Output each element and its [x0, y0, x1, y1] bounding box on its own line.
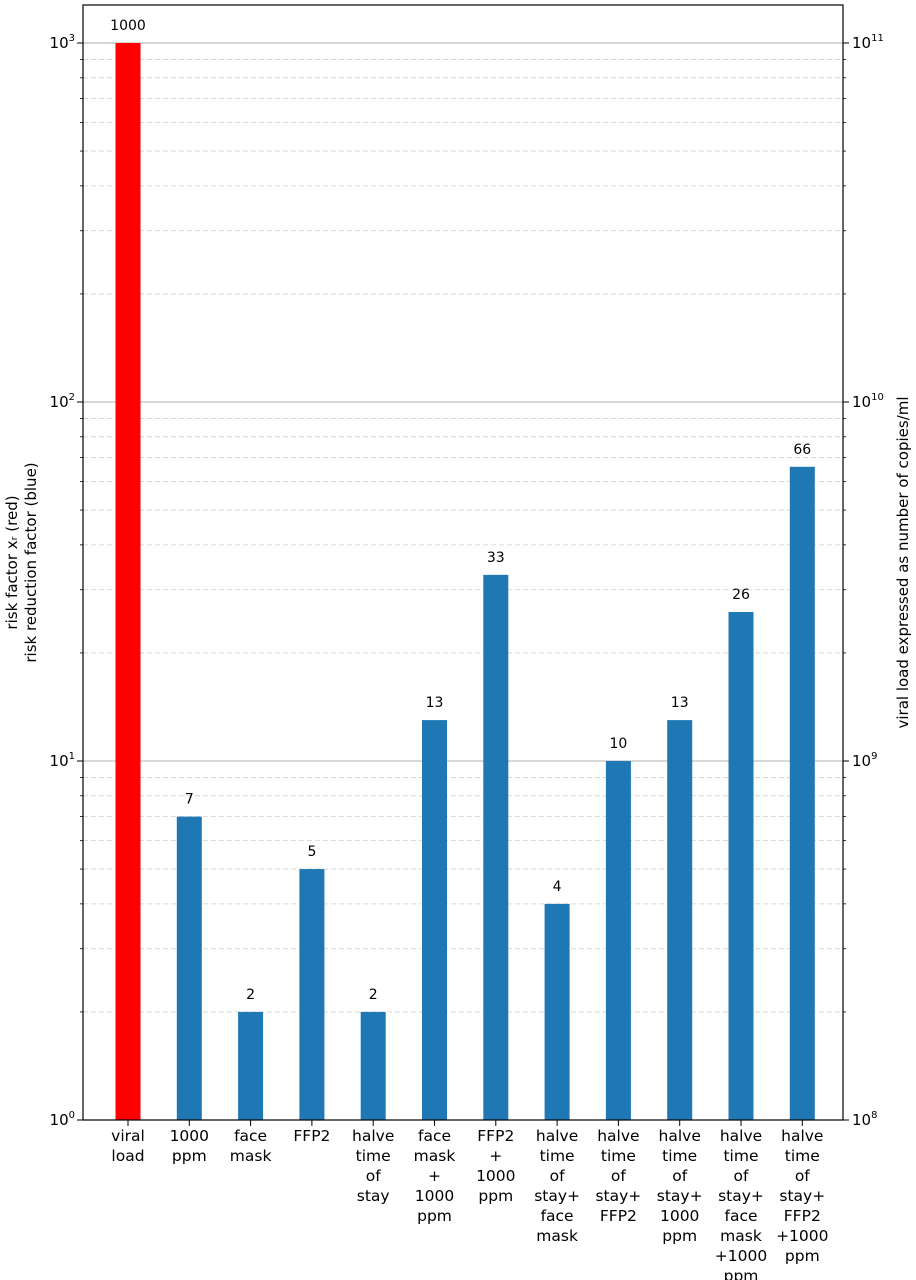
- y2-tick-label: 108: [852, 1110, 877, 1129]
- y-tick-label: 103: [50, 33, 75, 52]
- bar-value-label: 1000: [110, 18, 146, 34]
- y-axis-left-title: risk factor xᵣ (red)risk reduction facto…: [3, 462, 40, 662]
- y2-tick-label: 109: [852, 751, 877, 770]
- x-axis-categories: viral load 1000 ppm face mask FFP2 halve time of s…: [111, 1120, 829, 1280]
- x-tick-label: halve time of stay+ face mask: [534, 1127, 580, 1245]
- bar: [360, 1011, 386, 1120]
- y-axis-right: 108 109 1010 1011: [843, 33, 884, 1129]
- x-tick-label: halve time of stay: [352, 1127, 394, 1205]
- y-tick-label: 102: [50, 392, 75, 411]
- bars: 1000 7 2 5 2 13 33 4 10 13 26 66: [110, 18, 815, 1121]
- bar-value-label: 13: [426, 695, 444, 711]
- bar-value-label: 2: [246, 987, 255, 1003]
- bar: [544, 903, 570, 1120]
- bar-value-label: 26: [732, 587, 750, 603]
- bar-value-label: 2: [369, 987, 378, 1003]
- plot-border: [82, 4, 844, 1121]
- y-tick-label: 100: [50, 1110, 75, 1129]
- plot-frame: [82, 4, 844, 1121]
- bar: [667, 720, 693, 1120]
- bar: [728, 612, 754, 1120]
- bar: [176, 816, 202, 1120]
- bar: [789, 466, 815, 1121]
- y2-tick-label: 1011: [852, 33, 884, 52]
- y-tick-label: 101: [50, 751, 75, 770]
- bar: [238, 1011, 264, 1120]
- x-tick-label: halve time of stay+ FFP2 +1000 ppm: [776, 1127, 828, 1265]
- bar-value-label: 10: [609, 736, 627, 752]
- bar-value-label: 5: [307, 844, 316, 860]
- x-tick-label: face mask: [230, 1127, 272, 1165]
- y-axis-left: 100 101 102 103: [50, 33, 83, 1129]
- x-tick-label: halve time of stay+ 1000 ppm: [657, 1127, 703, 1245]
- x-tick-label: halve time of stay+ FFP2: [595, 1127, 641, 1225]
- bar: [299, 869, 325, 1120]
- bar-value-label: 66: [793, 442, 811, 458]
- bar-value-label: 4: [553, 879, 562, 895]
- x-tick-label: face mask +1000 ppm: [414, 1127, 456, 1225]
- bar: [115, 43, 141, 1120]
- bar-value-label: 33: [487, 550, 505, 566]
- x-tick-label: halve time of stay+ face mask +1000 ppm: [715, 1127, 767, 1280]
- bar: [422, 720, 447, 1120]
- x-tick-label: FFP2: [293, 1127, 330, 1145]
- x-tick-label: 1000 ppm: [170, 1127, 209, 1165]
- bar-value-label: 13: [671, 695, 689, 711]
- x-tick-label: FFP2 +1000 ppm: [476, 1127, 515, 1205]
- bar-value-label: 7: [185, 792, 194, 808]
- bar: [605, 761, 631, 1120]
- x-tick-label: viral load: [111, 1127, 145, 1165]
- y2-tick-label: 1010: [852, 392, 884, 411]
- bar: [483, 574, 509, 1120]
- y-axis-right-title: viral load expressed as number of copies…: [894, 396, 912, 728]
- grid-lines: [83, 42, 843, 1013]
